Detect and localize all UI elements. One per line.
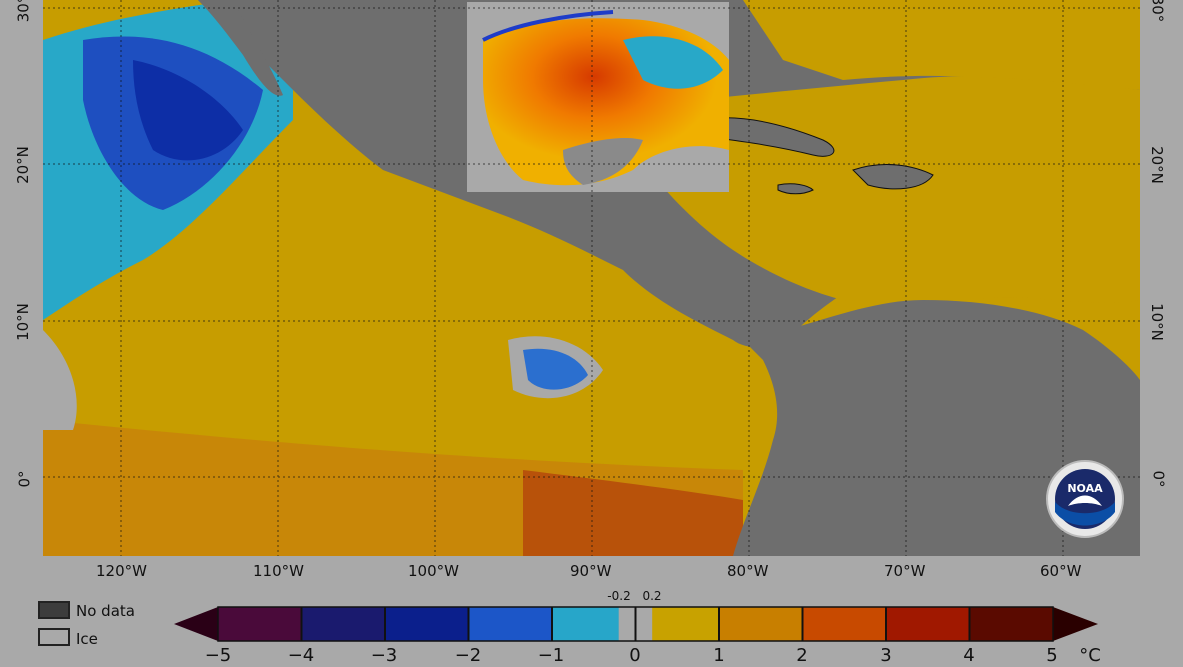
colorbar-tick: 4 xyxy=(963,645,975,666)
colorbar-band xyxy=(719,607,803,641)
lat-label-right: 20°N xyxy=(1147,146,1166,184)
colorbar-band xyxy=(385,607,469,641)
lon-label: 110°W xyxy=(253,562,304,580)
colorbar-band xyxy=(969,607,1053,641)
ice-swatch xyxy=(38,628,70,646)
colorbar-tick: 2 xyxy=(796,645,808,666)
colorbar-band xyxy=(652,607,719,641)
lat-label-left: 30° xyxy=(14,0,33,23)
lon-label: 120°W xyxy=(96,562,147,580)
map-graphic xyxy=(43,0,1140,556)
colorbar-band xyxy=(468,607,552,641)
lat-label-right: 30° xyxy=(1148,0,1167,23)
colorbar xyxy=(174,606,1098,642)
colorbar-tick: −2 xyxy=(454,645,482,666)
colorbar-band xyxy=(218,607,302,641)
lat-label-left: 0° xyxy=(15,470,34,488)
lon-label: 60°W xyxy=(1040,562,1082,580)
noaa-logo-text: NOAA xyxy=(1067,482,1103,495)
lon-label: 100°W xyxy=(408,562,459,580)
lon-label: 70°W xyxy=(884,562,926,580)
colorbar-tick: 1 xyxy=(713,645,725,666)
colorbar-band xyxy=(802,607,886,641)
colorbar-tick: −4 xyxy=(287,645,315,666)
noaa-logo-icon: NOAA xyxy=(1046,460,1124,538)
sst-anomaly-map: NOAA xyxy=(43,0,1140,556)
no-data-label: No data xyxy=(76,602,135,620)
colorbar-band xyxy=(301,607,385,641)
lat-label-left: 10°N xyxy=(13,303,32,341)
colorbar-tick: 3 xyxy=(880,645,892,666)
lat-label-right: 0° xyxy=(1149,470,1168,488)
colorbar-small-tick: -0.2 xyxy=(607,589,631,603)
colorbar-tick: 0 xyxy=(629,645,641,666)
lon-label: 80°W xyxy=(727,562,769,580)
colorbar-tick: 5 xyxy=(1046,645,1058,666)
colorbar-tick: −1 xyxy=(537,645,565,666)
colorbar-band xyxy=(552,607,619,641)
ice-label: Ice xyxy=(76,630,98,648)
lat-label-right: 10°N xyxy=(1147,303,1166,341)
no-data-swatch xyxy=(38,601,70,619)
lat-label-left: 20°N xyxy=(13,146,32,184)
lon-label: 90°W xyxy=(570,562,612,580)
colorbar-band xyxy=(886,607,970,641)
colorbar-small-tick: 0.2 xyxy=(642,589,662,603)
colorbar-unit: °C xyxy=(1079,645,1101,666)
colorbar-tick: −3 xyxy=(370,645,398,666)
colorbar-tick: −5 xyxy=(204,645,232,666)
